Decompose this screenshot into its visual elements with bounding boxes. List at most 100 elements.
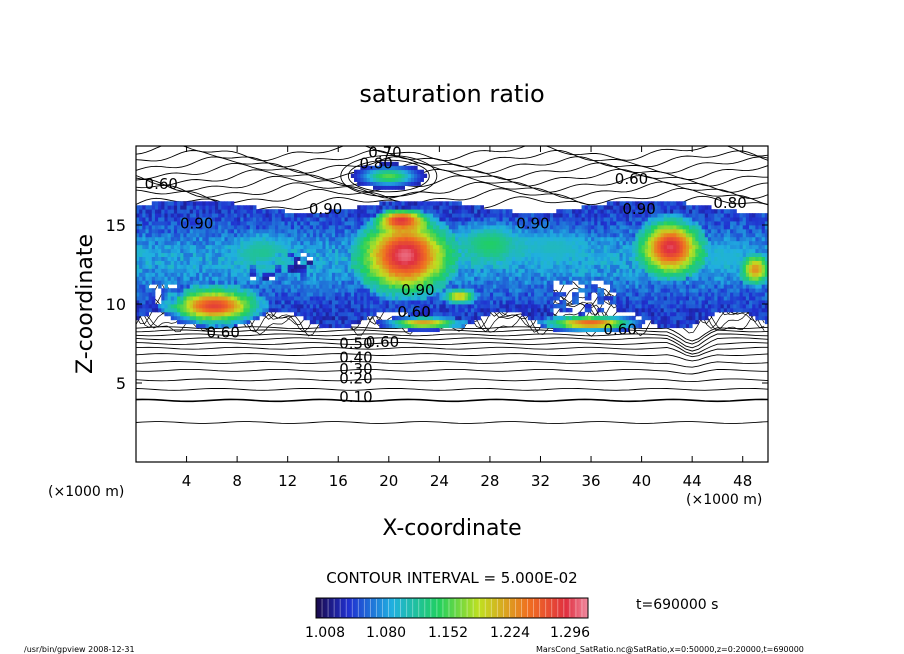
field-cell <box>641 217 646 222</box>
field-cell <box>192 201 197 206</box>
field-cell <box>376 260 380 265</box>
field-cell <box>461 292 466 297</box>
field-cell <box>237 225 241 230</box>
field-cell <box>252 256 257 261</box>
field-cell <box>505 221 510 226</box>
field-cell <box>549 323 554 329</box>
field-cell <box>341 284 345 289</box>
field-cell <box>426 327 431 333</box>
field-cell <box>177 256 181 261</box>
field-cell <box>433 252 437 257</box>
field-cell <box>271 228 276 234</box>
field-cell <box>477 292 481 297</box>
field-cell <box>230 228 235 234</box>
field-cell <box>328 304 333 309</box>
field-cell <box>249 272 254 277</box>
field-cell <box>271 244 276 250</box>
field-cell <box>625 240 630 246</box>
field-cell <box>316 240 320 246</box>
field-cell <box>271 221 276 226</box>
field-cell <box>436 288 440 293</box>
field-cell <box>591 319 595 325</box>
field-cell <box>452 232 456 238</box>
field-cell <box>287 288 292 293</box>
field-cell <box>531 280 535 285</box>
field-cell <box>325 292 330 297</box>
field-cell <box>549 260 554 265</box>
field-cell <box>616 213 620 218</box>
field-cell <box>442 232 447 238</box>
field-cell <box>271 256 276 261</box>
field-cell <box>290 256 295 261</box>
field-cell <box>641 209 646 214</box>
field-cell <box>594 256 598 261</box>
field-cell <box>445 236 450 242</box>
field-cell <box>338 221 342 226</box>
field-cell <box>275 292 279 297</box>
field-cell <box>524 221 529 226</box>
field-cell <box>452 304 456 309</box>
field-cell <box>322 304 326 309</box>
field-cell <box>388 300 393 305</box>
field-cell <box>429 327 434 333</box>
field-cell <box>562 264 567 269</box>
field-cell <box>543 264 548 269</box>
field-cell <box>233 232 238 238</box>
field-cell <box>622 323 627 329</box>
field-cell <box>657 292 661 297</box>
field-cell <box>331 323 336 329</box>
field-cell <box>407 169 412 175</box>
field-cell <box>344 311 349 317</box>
field-cell <box>224 268 229 273</box>
field-cell <box>180 292 184 297</box>
field-cell <box>651 228 655 234</box>
field-cell <box>240 296 244 301</box>
field-cell <box>167 307 172 313</box>
field-cell <box>458 240 462 246</box>
field-cell <box>230 268 235 273</box>
field-cell <box>208 260 213 265</box>
field-cell <box>199 240 203 246</box>
field-cell <box>391 307 396 313</box>
field-cell <box>407 240 412 246</box>
field-cell <box>553 327 557 333</box>
field-cell <box>294 288 298 293</box>
field-cell <box>632 307 636 313</box>
field-cell <box>591 244 595 250</box>
field-cell <box>227 244 232 250</box>
field-cell <box>436 292 440 297</box>
field-cell <box>401 292 405 297</box>
field-cell <box>426 311 431 317</box>
field-cell <box>180 209 184 214</box>
field-cell <box>142 268 146 273</box>
field-cell <box>252 260 257 265</box>
field-cell <box>243 221 247 226</box>
field-cell <box>196 323 200 329</box>
field-cell <box>486 228 491 234</box>
field-cell <box>341 240 345 246</box>
field-cell <box>619 276 624 281</box>
field-cell <box>515 268 519 273</box>
field-cell <box>369 280 374 285</box>
field-cell <box>278 268 282 273</box>
field-cell <box>202 201 206 206</box>
field-cell <box>461 304 466 309</box>
field-cell <box>271 292 276 297</box>
field-cell <box>154 272 159 277</box>
field-cell <box>252 244 257 250</box>
field-cell <box>145 296 150 301</box>
field-cell <box>338 252 342 257</box>
field-cell <box>603 256 608 261</box>
field-cell <box>616 300 620 305</box>
field-cell <box>385 276 390 281</box>
field-cell <box>467 213 472 218</box>
field-cell <box>483 268 488 273</box>
field-cell <box>654 209 658 214</box>
field-cell <box>404 209 409 214</box>
field-cell <box>401 260 405 265</box>
field-cell <box>584 307 589 313</box>
contour-loop <box>340 155 438 198</box>
field-cell <box>316 217 320 222</box>
field-cell <box>521 248 526 254</box>
field-cell <box>224 225 229 230</box>
